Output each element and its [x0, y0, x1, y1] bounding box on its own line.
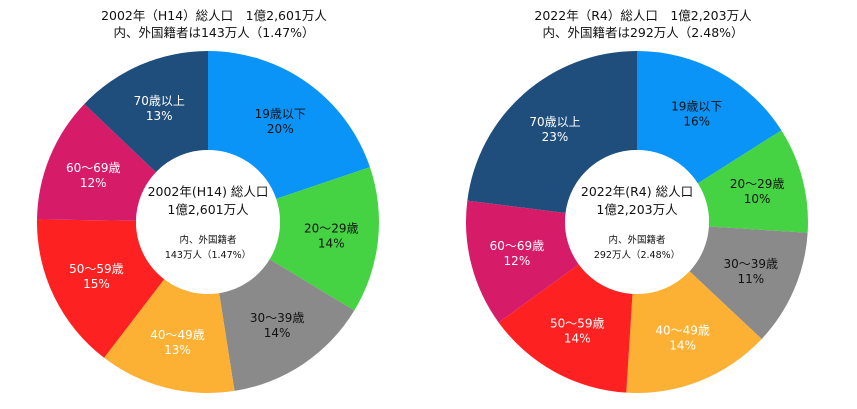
chart-subtitle: 内、外国籍者は143万人（1.47%） — [113, 25, 315, 40]
slice-label-30-39: 30〜39歳 11% — [724, 257, 779, 286]
donut-hole — [565, 150, 709, 294]
slice-60-69 — [466, 200, 579, 323]
slice-70-over — [84, 51, 208, 173]
slice-40-49 — [104, 279, 235, 393]
donut-svg: 19歳以下 20% 20〜29歳 14% 30〜39歳 14% 40〜49歳 13% 50〜59… — [37, 51, 379, 393]
slice-30-39 — [689, 226, 808, 340]
slice-60-69 — [37, 103, 156, 221]
slice-label-70-over: 70歳以上 23% — [529, 115, 580, 144]
center-foreign-label: 内、外国籍者 — [608, 235, 666, 246]
donut-chart-2022: 2022年（R4）総人口 1億2,203万人 内、外国籍者は292万人（2.48… — [429, 0, 857, 409]
slice-50-59 — [37, 219, 165, 358]
slice-30-39 — [219, 259, 355, 391]
donut-chart-2002: 2002年（H14）総人口 1億2,601万人 内、外国籍者は143万人（1.4… — [0, 0, 428, 409]
center-foreign-label: 内、外国籍者 — [179, 235, 237, 246]
center-total-label: 2022年(R4) 総人口 — [580, 184, 694, 199]
slice-label-40-49: 40〜49歳 14% — [655, 323, 710, 352]
slice-label-50-59: 50〜59歳 15% — [69, 262, 124, 291]
slice-40-49 — [626, 271, 762, 393]
donut-hole — [136, 150, 280, 294]
slice-label-20-29: 20〜29歳 10% — [730, 177, 785, 206]
center-foreign-value: 143万人（1.47%） — [164, 250, 252, 261]
slice-label-19-under: 19歳以下 20% — [255, 107, 306, 136]
chart-title: 2022年（R4）総人口 1億2,203万人 — [534, 8, 752, 23]
slice-20-29 — [269, 167, 379, 311]
donut-center-label: 2022年(R4) 総人口 1億2,203万人 内、外国籍者 292万人（2.4… — [562, 183, 712, 263]
slice-70-over — [467, 51, 637, 213]
slice-label-20-29: 20〜29歳 14% — [304, 221, 359, 250]
center-total-value: 1億2,203万人 — [596, 202, 678, 217]
slice-label-40-49: 40〜49歳 13% — [150, 328, 205, 357]
slice-label-30-39: 30〜39歳 14% — [250, 311, 305, 340]
slice-label-50-59: 50〜59歳 14% — [550, 317, 605, 346]
donut-svg: 19歳以下 16% 20〜29歳 10% 30〜39歳 11% 40〜49歳 14% 50〜59… — [466, 51, 808, 393]
donut-center-label: 2002年(H14) 総人口 1億2,601万人 内、外国籍者 143万人（1.… — [133, 183, 283, 263]
slice-label-70-over: 70歳以上 13% — [134, 94, 185, 123]
center-total-label: 2002年(H14) 総人口 — [147, 184, 269, 199]
slice-label-60-69: 60〜69歳 12% — [66, 161, 121, 190]
slice-19-under — [637, 51, 782, 184]
center-total-value: 1億2,601万人 — [167, 202, 249, 217]
chart-title: 2002年（H14）総人口 1億2,601万人 — [101, 8, 327, 23]
center-foreign-value: 292万人（2.48%） — [593, 250, 681, 261]
slice-20-29 — [697, 130, 808, 233]
slice-label-19-under: 19歳以下 16% — [671, 99, 722, 128]
slice-50-59 — [498, 264, 633, 393]
slice-label-60-69: 60〜69歳 12% — [490, 239, 545, 268]
chart-subtitle: 内、外国籍者は292万人（2.48%） — [542, 25, 744, 40]
slice-19-under — [208, 51, 370, 199]
